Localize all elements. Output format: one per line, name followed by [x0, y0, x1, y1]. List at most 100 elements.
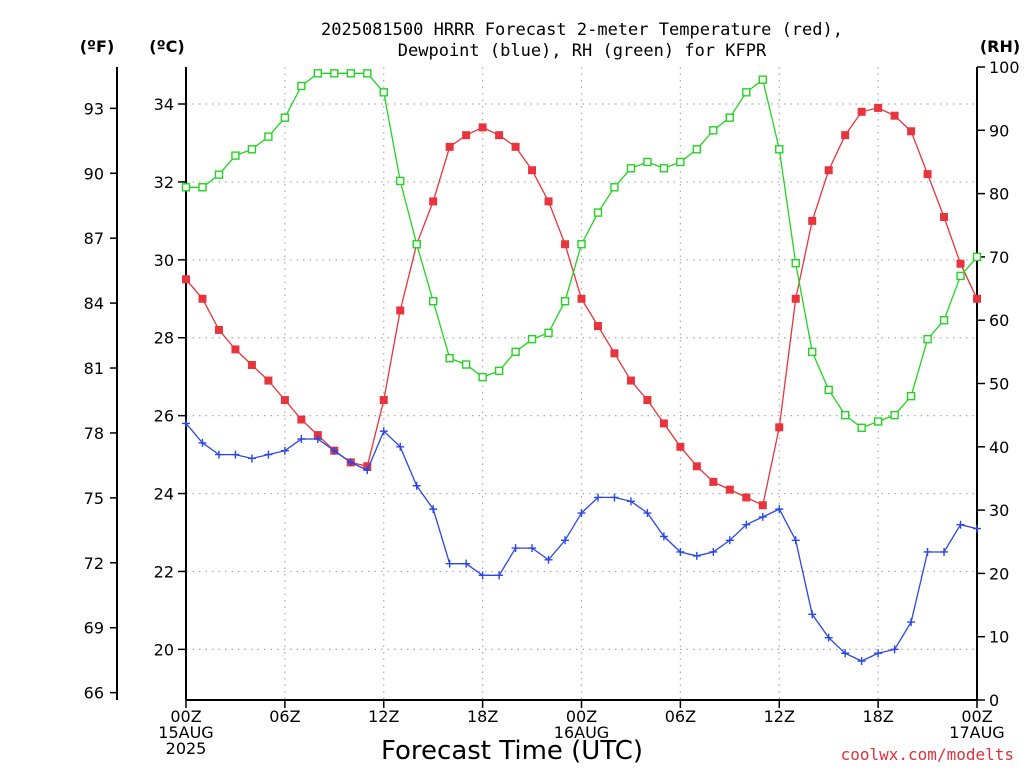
temperature-point [907, 127, 916, 136]
temperature-point [808, 216, 817, 225]
dewpoint-point [247, 454, 256, 463]
dewpoint-point [923, 547, 932, 556]
rh-point [412, 240, 421, 249]
dewpoint-point [495, 571, 504, 580]
temperature-point [923, 170, 932, 179]
rh-point [363, 69, 372, 78]
x-axis-title: Forecast Time (UTC) [381, 736, 643, 766]
dewpoint-point [709, 547, 718, 556]
dewpoint-point [396, 442, 405, 451]
celsius-axis-label: (ºC) [149, 37, 184, 56]
dewpoint-point [857, 657, 866, 666]
rh-point [478, 372, 487, 382]
dewpoint-point [874, 649, 883, 658]
dewpoint-point [379, 427, 388, 436]
time-tick-label: 00Z [566, 707, 597, 726]
rh-tick-label: 90 [989, 121, 1009, 140]
temperature-point [973, 294, 981, 303]
rh-tick-label: 80 [989, 185, 1009, 204]
time-tick-label: 18Z [862, 707, 893, 726]
dewpoint-point [692, 551, 701, 560]
temperature-point [610, 349, 619, 358]
credit-text: coolwx.com/modelts [841, 745, 1014, 764]
fahrenheit-tick-label: 72 [84, 554, 104, 573]
rh-point [198, 183, 207, 192]
dewpoint-point [264, 450, 273, 459]
dewpoint-point [561, 536, 570, 545]
celsius-tick-label: 30 [154, 251, 174, 270]
dewpoint-point [297, 435, 306, 444]
rh-point [791, 259, 800, 268]
dewpoint-point [742, 520, 751, 529]
celsius-tick-label: 24 [154, 485, 174, 504]
rh-tick-label: 10 [989, 628, 1009, 647]
rh-tick-label: 60 [989, 311, 1009, 330]
temperature-point [478, 123, 487, 132]
dewpoint-point [577, 509, 586, 518]
temperature-point [297, 415, 306, 424]
time-tick-label: 12Z [368, 707, 399, 726]
temperature-point [626, 376, 635, 385]
fahrenheit-tick-label: 78 [84, 424, 104, 443]
dewpoint-point [198, 438, 207, 447]
temperature-point [874, 103, 883, 112]
dewpoint-point [808, 610, 817, 619]
dewpoint-point [758, 512, 767, 521]
dewpoint-point [429, 505, 438, 514]
temperature-point [676, 442, 685, 451]
temperature-point [643, 396, 652, 405]
rh-point [494, 366, 504, 376]
time-tick-label: 00Z [961, 707, 992, 726]
temperature-point [561, 240, 570, 249]
time-tick-label: 15AUG [158, 723, 213, 742]
temperature-point [462, 131, 471, 140]
dewpoint-point [956, 520, 965, 529]
rh-point [972, 252, 982, 262]
dewpoint-point [231, 450, 240, 459]
dewpoint-point [511, 544, 520, 553]
fahrenheit-tick-label: 66 [84, 684, 104, 703]
temperature-point [709, 477, 718, 486]
rh-point [330, 69, 339, 78]
rh-tick-label: 40 [989, 438, 1009, 457]
rh-tick-label: 50 [989, 375, 1009, 394]
rh-axis-label: (RH) [980, 37, 1020, 56]
rh-tick-label: 20 [989, 564, 1009, 583]
time-tick-label: 17AUG [949, 723, 1004, 742]
time-tick-label: 00Z [170, 707, 201, 726]
fahrenheit-tick-label: 90 [84, 164, 104, 183]
rh-point [280, 113, 290, 122]
temperature-point [182, 275, 190, 284]
time-tick-label: 06Z [269, 707, 300, 726]
rh-point [214, 170, 224, 179]
temperature-point [396, 306, 405, 315]
fahrenheit-tick-label: 69 [84, 619, 104, 638]
dewpoint-point [478, 571, 487, 580]
dewpoint-point [544, 555, 553, 564]
dewpoint-point [313, 435, 322, 444]
rh-point [709, 126, 718, 135]
time-tick-label: 06Z [665, 707, 696, 726]
dewpoint-point [528, 544, 537, 553]
rh-point [379, 88, 388, 97]
temperature-point [890, 111, 899, 120]
dewpoint-point [940, 547, 949, 556]
celsius-tick-label: 26 [154, 407, 174, 426]
temperature-point [692, 462, 701, 471]
rh-point [758, 75, 767, 84]
dewpoint-point [363, 466, 372, 475]
temperature-point [824, 166, 833, 175]
rh-point [626, 164, 636, 173]
temperature-point [956, 259, 965, 268]
rh-point [692, 145, 702, 154]
temperature-point [857, 107, 866, 116]
temperature-point [495, 131, 504, 140]
rh-point [873, 417, 883, 426]
rh-point [643, 157, 652, 167]
fahrenheit-tick-label: 87 [84, 229, 104, 248]
dewpoint-point [330, 446, 339, 455]
rh-point [544, 328, 553, 338]
temperature-point [264, 376, 273, 385]
rh-point [593, 208, 603, 217]
rh-point [313, 69, 323, 78]
